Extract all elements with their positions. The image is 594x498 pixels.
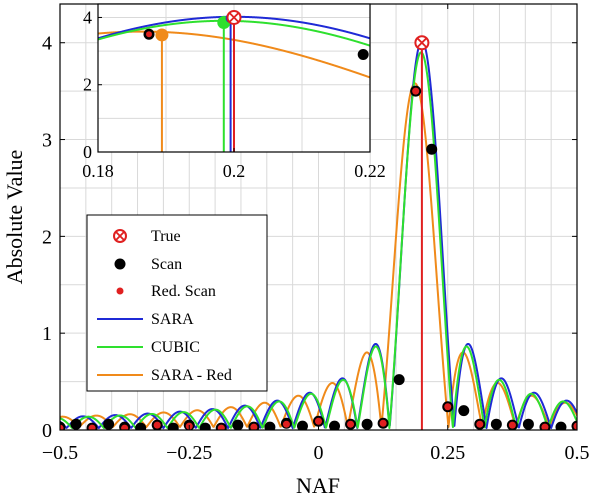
red-scan-point (412, 87, 420, 95)
scan-point (232, 419, 244, 430)
axis-ticks: −0.5 −0.25 0 0.25 0.5 0 1 2 3 4 (42, 4, 590, 464)
legend-symbol-red-scan (116, 287, 124, 295)
inset-peak-sara-red (155, 28, 169, 42)
red-scan-point (153, 421, 161, 429)
red-scan-point (379, 419, 387, 427)
scan-point (135, 422, 147, 430)
inset-x-tick-label: 0.22 (354, 161, 386, 181)
true-point (414, 35, 430, 51)
inset-plot-area (98, 9, 370, 152)
scan-point (522, 418, 534, 430)
x-tick-label: −0.5 (42, 442, 78, 464)
scan-point (167, 422, 179, 430)
scan-point (458, 405, 470, 417)
red-scan-point (88, 424, 96, 430)
y-tick-label: 3 (42, 130, 52, 152)
x-tick-label: 0 (314, 442, 324, 464)
x-tick-label: −0.25 (166, 442, 212, 464)
red-scan-point (444, 403, 452, 411)
red-scan-point (347, 420, 355, 428)
red-scan-point (573, 422, 577, 430)
red-scan-point (121, 424, 129, 430)
scan-point (555, 421, 567, 430)
inset-x-tick-label: 0.18 (82, 161, 114, 181)
red-scan-point (508, 421, 516, 429)
legend-symbol-true (113, 229, 127, 243)
y-tick-label: 1 (42, 323, 52, 345)
scan-point (490, 418, 502, 430)
x-tick-label: 0.5 (565, 442, 590, 464)
series-line-sara-red (60, 82, 577, 429)
plot-area (60, 35, 577, 430)
red-scan-point (315, 417, 322, 425)
scan-point (296, 420, 308, 430)
red-scan-point (60, 424, 64, 430)
inset-red-scan-point (146, 31, 152, 38)
true-marker-cross (416, 37, 428, 48)
x-axis-title: NAF (296, 473, 340, 498)
legend-label: CUBIC (151, 339, 200, 356)
scan-point (361, 418, 373, 430)
inset-y-tick-label: 2 (83, 75, 92, 95)
true-marker-cross (228, 12, 240, 23)
inset-x-tick-label: 0.2 (223, 161, 246, 181)
x-tick-label: 0.25 (430, 442, 465, 464)
red-scan-point (217, 424, 225, 430)
series-line-cubic (60, 51, 577, 430)
scan-point (199, 422, 211, 430)
legend-label: SARA (151, 311, 194, 328)
inset-y-tick-label: 4 (83, 7, 92, 27)
inset-true-point (226, 9, 242, 25)
inset-axis-ticks: 0.18 0.2 0.22 0 2 4 (82, 7, 386, 181)
legend-symbol-scan (114, 258, 126, 270)
red-scan-point (282, 420, 290, 428)
red-scan-point (250, 423, 258, 430)
scan-point (264, 421, 276, 430)
legend-label: Scan (151, 256, 182, 273)
red-scan-point (541, 423, 549, 430)
scan-point (393, 374, 405, 386)
legend-label: Red. Scan (151, 283, 216, 300)
inset-scan-point (357, 48, 369, 60)
y-tick-label: 2 (42, 226, 52, 248)
legend-label: True (151, 228, 181, 245)
true-marker-cross (115, 231, 125, 241)
inset-y-tick-label: 0 (83, 142, 92, 162)
y-tick-label: 4 (42, 33, 52, 55)
scan-point (426, 143, 438, 155)
legend-box (86, 214, 268, 392)
legend-label: SARA - Red (151, 367, 232, 384)
red-scan-point (476, 420, 484, 428)
y-axis-title: Absolute Value (2, 150, 27, 285)
scan-point (103, 418, 115, 430)
legend: True Scan Red. Scan SARA CUBIC SARA - Red (86, 214, 268, 392)
y-tick-label: 0 (42, 420, 52, 442)
scan-point (329, 420, 341, 430)
scan-point (70, 418, 82, 430)
